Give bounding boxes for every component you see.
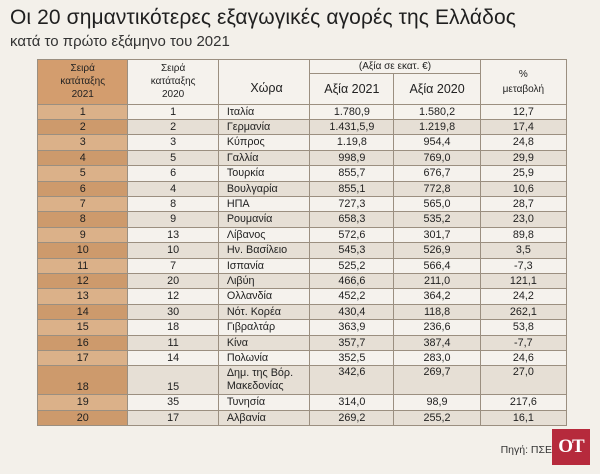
table-row: 7 8 ΗΠΑ 727,3 565,0 28,7 xyxy=(36,195,568,213)
table-row: 19 35 Τυνησία 314,0 98,9 217,6 xyxy=(36,394,568,411)
header-value-note: (Αξία σε εκατ. €) xyxy=(309,59,481,74)
table-row: 18 15 Δημ. της Βόρ. Μακεδονίας 342,6 269… xyxy=(36,365,568,396)
header-rank-2020: Σειρά κατάταξης 2020 xyxy=(127,59,219,105)
table-row: 4 5 Γαλλία 998,9 769,0 29,9 xyxy=(36,149,568,167)
page-title: Οι 20 σημαντικότερες εξαγωγικές αγορές τ… xyxy=(10,6,516,29)
source-note: Πηγή: ΠΣΕ xyxy=(500,444,552,456)
table-row: 9 13 Λίβανος 572,6 301,7 89,8 xyxy=(36,226,568,244)
header-country: Χώρα xyxy=(217,73,311,105)
table-row: 8 9 Ρουμανία 658,3 535,2 23,0 xyxy=(36,211,568,228)
table-row: 12 20 Λιβύη 466,6 211,0 121,1 xyxy=(36,272,568,290)
table-row: 1 1 Ιταλία 1.780,9 1.580,2 12,7 xyxy=(36,103,568,120)
table-row: 15 18 Γιβραλτάρ 363,9 236,6 53,8 xyxy=(36,319,568,336)
header-rank-2021: Σειρά κατάταξης 2021 xyxy=(36,59,129,105)
table-row: 3 3 Κύπρος 1.19,8 954,4 24,8 xyxy=(36,134,568,151)
table-row: 2 2 Γερμανία 1.431,5,9 1.219,8 17,4 xyxy=(36,118,568,136)
exports-table: Σειρά κατάταξης 2021 Σειρά κατάταξης 202… xyxy=(36,59,568,427)
header-value-2020: Αξία 2020 xyxy=(393,73,481,105)
table-row: 5 6 Τουρκία 855,7 676,7 25,9 xyxy=(36,165,568,182)
ot-logo: ΟΤ xyxy=(552,429,590,465)
table-row: 6 4 Βουλγαρία 855,1 772,8 10,6 xyxy=(36,180,568,197)
page-subtitle: κατά το πρώτο εξάμηνο του 2021 xyxy=(10,33,230,50)
table-row: 11 7 Ισπανία 525,2 566,4 -7,3 xyxy=(36,257,568,274)
table-row: 17 14 Πολωνία 352,5 283,0 24,6 xyxy=(36,349,568,367)
table-row: 13 12 Ολλανδία 452,2 364,2 24,2 xyxy=(36,288,568,305)
header-change: % μεταβολή xyxy=(479,59,568,105)
table-row: 16 11 Κίνα 357,7 387,4 -7,7 xyxy=(36,334,568,352)
table-row: 10 10 Ην. Βασίλειο 545,3 526,9 3,5 xyxy=(36,242,568,259)
table-row: 14 30 Νότ. Κορέα 430,4 118,8 262,1 xyxy=(36,303,568,321)
header-value-2021: Αξία 2021 xyxy=(309,73,395,105)
table-row: 20 17 Αλβανία 269,2 255,2 16,1 xyxy=(36,409,568,427)
